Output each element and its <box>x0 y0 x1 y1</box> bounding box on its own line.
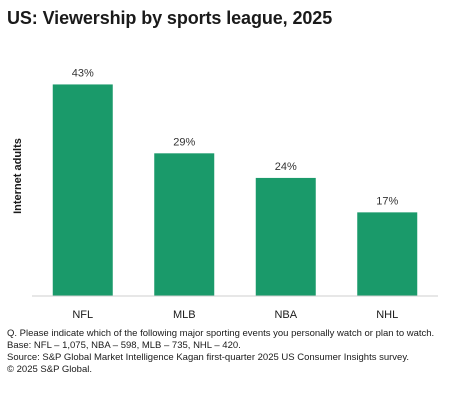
y-axis-label: Internet adults <box>12 138 24 214</box>
footnotes: Q. Please indicate which of the followin… <box>7 328 447 376</box>
bar-chart: Internet adults 43% 29% 24% 17% NFL MLB NBA NH… <box>12 67 438 321</box>
x-tick-nhl: NHL <box>376 309 398 321</box>
footnote-source: Source: S&P Global Market Intelligence K… <box>7 352 410 363</box>
footnote-base: Base: NFL – 1,075, NBA – 598, MLB – 735,… <box>7 340 241 351</box>
value-label-nhl: 17% <box>376 195 398 207</box>
x-tick-labels: NFL MLB NBA NHL <box>72 309 398 321</box>
bars-group: 43% 29% 24% 17% <box>52 67 418 296</box>
value-label-nfl: 43% <box>72 67 94 79</box>
x-tick-nba: NBA <box>274 309 297 321</box>
x-tick-nfl: NFL <box>72 309 93 321</box>
x-tick-mlb: MLB <box>173 309 196 321</box>
bar-mlb <box>154 153 215 296</box>
bar-nba <box>255 177 316 296</box>
footnote-copyright: © 2025 S&P Global. <box>7 364 92 375</box>
value-label-mlb: 29% <box>173 136 195 148</box>
bar-nfl <box>52 84 113 296</box>
footnote-question: Q. Please indicate which of the followin… <box>7 328 435 339</box>
chart-title: US: Viewership by sports league, 2025 <box>7 8 333 28</box>
value-label-nba: 24% <box>275 161 297 173</box>
bar-nhl <box>357 212 418 296</box>
